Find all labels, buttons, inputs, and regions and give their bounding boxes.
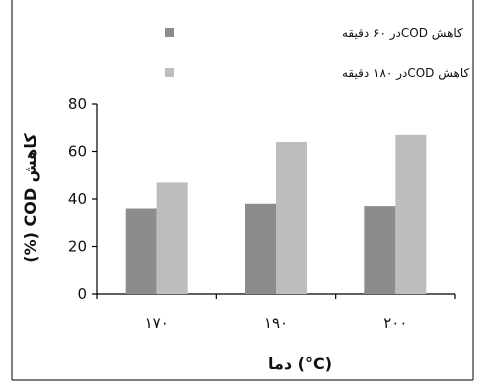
- bar-1-0: [156, 182, 188, 294]
- y-tick-label: 60: [68, 143, 87, 161]
- legend-item-1: کاهش CODدر ۱۸۰ دقیقه: [165, 66, 470, 81]
- x-tick-label: ۲۰۰: [383, 314, 407, 332]
- x-tick-label: ۱۷۰: [145, 314, 169, 332]
- bar-0-2: [364, 206, 396, 294]
- legend-swatch-0: [165, 28, 174, 37]
- bar-1-1: [276, 142, 307, 294]
- legend-label-1: کاهش CODدر ۱۸۰ دقیقه: [342, 66, 470, 81]
- legend: کاهش CODدر ۶۰ دقیقه کاهش CODدر ۱۸۰ دقیقه: [165, 26, 470, 81]
- y-axis-title: (%) COD کاهش: [21, 133, 40, 263]
- y-tick-label: 20: [68, 238, 87, 256]
- x-tick-label: ۱۹۰: [264, 314, 288, 332]
- y-tick-label: 40: [68, 190, 87, 208]
- y-tick-label: 80: [68, 95, 87, 113]
- bar-0-1: [245, 203, 276, 294]
- x-axis-title: دما (°C): [268, 354, 332, 373]
- legend-item-0: کاهش CODدر ۶۰ دقیقه: [165, 26, 463, 41]
- legend-swatch-1: [165, 68, 174, 77]
- bar-0-0: [125, 208, 157, 294]
- legend-label-0: کاهش CODدر ۶۰ دقیقه: [342, 26, 463, 41]
- plot-area: 0 20 40 60 80 ۱۷۰ ۱۹۰ ۲۰۰: [68, 95, 456, 332]
- bar-1-2: [395, 134, 427, 294]
- y-tick-label: 0: [77, 285, 87, 303]
